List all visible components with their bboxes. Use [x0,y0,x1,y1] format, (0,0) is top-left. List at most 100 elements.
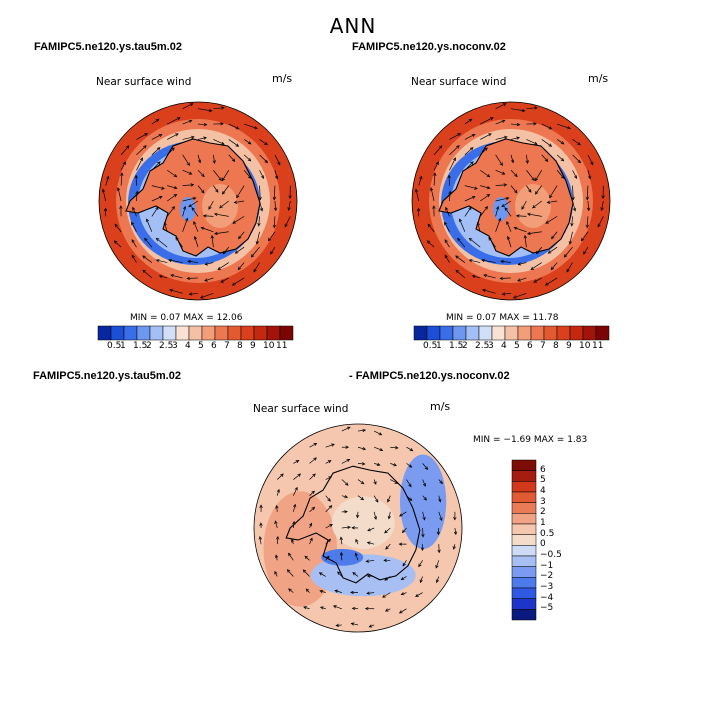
wind-vector [200,292,214,299]
wind-vector-head [247,175,252,179]
wind-vector-head [288,552,292,557]
wind-vector-head [570,222,574,227]
wind-vector [351,623,359,626]
wind-vector-head [219,205,223,209]
plateau-wind-region [515,184,551,228]
wind-vector [480,169,490,178]
colorbar-swatch [511,470,537,482]
wind-vector [518,262,527,265]
wind-vector [274,520,278,529]
wind-vector-head [427,223,431,228]
wind-vector-head [526,231,531,236]
wind-vector-head [191,207,195,211]
wind-vector-head [453,531,458,536]
colorbar-swatch [504,325,519,341]
wind-vector [341,479,349,486]
wind-vector [238,231,245,239]
panel-title-bottom-left: FAMIPC5.ne120.ys.tau5m.02 [33,370,181,382]
wind-vector [516,215,527,217]
polar-map-top-left [98,101,298,301]
wind-vector [131,222,137,232]
wind-vector-head [486,194,491,198]
map-boundary [253,423,463,633]
wind-vector-head [435,564,439,569]
wind-vector-head [523,234,527,239]
colorbar-swatch [511,481,537,493]
wind-vector [193,221,199,232]
wind-vector-head [250,253,255,258]
wind-vector [151,118,159,125]
wind-vector-head [482,288,486,292]
wind-vector-head [284,223,288,228]
wind-vector-head [293,503,297,508]
wind-vector [586,216,589,228]
colorbar-swatch [123,325,138,341]
wind-vector [569,231,573,245]
wind-vector [309,490,315,496]
wind-vector [415,189,420,202]
wind-vector-head [203,136,207,140]
colorbar-swatch [478,325,493,341]
wind-vector-head [156,147,161,151]
wind-vector [433,161,439,171]
wind-vector [445,207,450,217]
wind-vector-head [376,462,381,466]
wind-vector [510,123,520,126]
wind-vector [366,559,375,562]
wind-vector-head [173,174,178,178]
wind-vector [182,197,196,202]
colorbar-swatch [530,325,545,341]
wind-vector [156,259,168,263]
wind-vector [422,479,426,487]
wind-vector-head [435,579,440,584]
wind-vector [341,426,351,432]
wind-vector [418,560,423,567]
wind-vector-head [422,483,426,487]
colorbar-tick-label: 6 [211,341,217,351]
wind-vector [438,479,443,484]
wind-vector [464,147,474,156]
wind-vector-head [457,133,462,137]
wind-vector-head [499,276,504,281]
wind-vector-head [408,483,412,488]
wind-vector [457,238,466,248]
wind-vector [136,157,143,171]
colorbar-tick-label: −3 [540,582,554,592]
wind-vector-head [444,254,448,259]
wind-vector-head [361,462,366,466]
wind-vector-head [274,570,278,575]
wind-vector-head [253,268,257,273]
wind-vector-head [547,250,552,254]
wind-vector-head [471,134,476,137]
wind-vector [214,231,229,235]
wind-vector [482,289,496,294]
wind-vector-head [204,262,209,266]
wind-vector-head [362,447,367,451]
colorbar-swatch [227,325,242,341]
wind-vector [495,197,509,202]
wind-vector-head [471,195,476,200]
wind-vector [504,207,512,217]
wind-vector-head [231,282,236,286]
colorbar-tick-label: 4 [501,341,507,351]
colorbar-tick-label: 8 [237,341,243,351]
wind-vector-head [231,158,236,162]
colorbar-tick-label: 0.5 [423,341,438,351]
wind-vector [444,255,450,263]
wind-vector [373,495,379,503]
wind-vector [167,185,177,189]
wind-vector-head [560,157,565,162]
wind-vector [357,463,365,465]
wind-vector [334,590,342,593]
wind-vector-head [221,106,225,110]
wind-vector [167,194,177,202]
wind-vector [521,200,527,210]
wind-vector [222,185,230,195]
stats-top-left: MIN = 0.07 MAX = 12.06 [130,313,243,323]
wind-vector [583,246,589,255]
wind-vector [151,161,161,171]
wind-vector-head [455,255,459,259]
wind-vector-head [131,221,135,226]
wind-vector [510,169,518,177]
wind-vector-head [233,200,238,204]
